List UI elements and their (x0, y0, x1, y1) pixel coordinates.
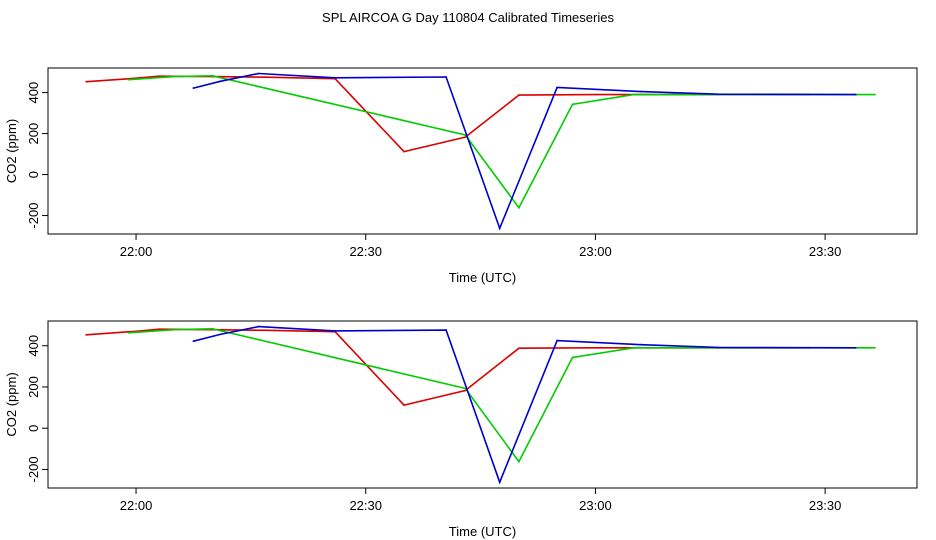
plot1-series-red-point (517, 94, 520, 96)
plot1-series-blue-point (640, 90, 643, 93)
plot2-x-tick-label: 23:30 (809, 498, 842, 513)
plot1-series-green-point (127, 78, 130, 81)
plot2-series-green-line (128, 327, 875, 464)
plot2-series-green-point (173, 328, 176, 331)
plot1-series-green-point (873, 93, 876, 96)
plot2-series-blue-point (640, 343, 643, 346)
plot2-series-blue-point (219, 333, 222, 336)
plot1-series-green-point (173, 75, 176, 78)
plot1-series-blue-point (192, 87, 195, 89)
plot1-series-red-point (594, 93, 597, 96)
plot2-series-blue-point (334, 329, 337, 332)
plot2-frame (47, 320, 918, 489)
plot2-x-tick-label: 23:00 (579, 498, 612, 513)
plot2-series-green-point (127, 331, 130, 334)
plot1-series-red-point (403, 150, 405, 153)
plot2-series-blue-point (498, 481, 501, 484)
plot1-x-tick-label: 23:00 (579, 244, 612, 259)
plot2-series-red-point (517, 347, 520, 350)
plot2-y-axis-label: CO2 (ppm) (4, 372, 19, 436)
plot1-x-tick-label: 22:30 (349, 244, 382, 259)
plot1-series-blue-point (219, 80, 222, 83)
plot2-y-tick-label: -200 (26, 456, 41, 482)
plot2-series-blue-point (445, 329, 448, 331)
chart-title: SPL AIRCOA G Day 110804 Calibrated Times… (322, 10, 614, 25)
plot1-frame (47, 67, 918, 235)
plot1-series-red-line (86, 75, 810, 153)
plot1-series-blue-point (717, 93, 719, 96)
plot1-x-tick-label: 23:30 (809, 244, 842, 259)
plot2-y-tick-label: 0 (26, 425, 41, 432)
plot1-y-tick-label: 200 (26, 123, 41, 145)
plot2-series-red-point (594, 346, 597, 349)
plot2-series-blue-point (556, 339, 559, 342)
plot2-series-green-point (517, 460, 520, 463)
plot1-series-blue-point (334, 76, 337, 79)
plot1-series-green-line (128, 74, 875, 210)
plot1-series-green-point (571, 103, 574, 106)
plot1-y-tick-label: 0 (26, 171, 41, 178)
plot2-series-blue-point (717, 346, 719, 349)
plot2-y-tick-label: 400 (26, 335, 41, 357)
plot1-series-blue-point (854, 93, 857, 96)
plot1-y-axis-label: CO2 (ppm) (4, 119, 19, 183)
plot2-series-green-point (632, 346, 635, 349)
plot2-series-red-point (403, 404, 405, 407)
plot1-series-red-point (265, 76, 268, 79)
plot2-y-tick-label: 200 (26, 376, 41, 398)
plot1-x-axis-label: Time (UTC) (449, 270, 516, 285)
plot2-series-red-line (86, 328, 810, 406)
plot1-series-blue-point (498, 227, 501, 230)
plot1-series-blue-point (257, 72, 260, 75)
plot1-y-tick-label: 400 (26, 82, 41, 104)
plot2-series-green-point (571, 356, 574, 359)
plot2-series-blue-point (257, 325, 260, 328)
plot2-series-blue-point (192, 340, 195, 343)
plot2-series-green-point (211, 327, 214, 330)
plot1-x-tick-label: 22:00 (120, 244, 153, 259)
plot1-series-red-point (158, 75, 160, 78)
plot1-series-blue-point (556, 86, 559, 89)
plot1-series-red-point (85, 80, 88, 83)
plot2-series-red-point (158, 328, 160, 331)
plot1-series-green-point (211, 74, 214, 77)
plot1-series-blue-point (445, 76, 448, 78)
plot2-x-tick-label: 22:00 (120, 498, 153, 513)
plot2-series-blue-line (193, 325, 856, 485)
plot1-series-green-point (517, 206, 520, 209)
plot2-series-red-point (265, 329, 268, 332)
plot1-y-tick-label: -200 (26, 203, 41, 229)
plot2-series-red-point (85, 333, 88, 336)
plot2-x-tick-label: 22:30 (349, 498, 382, 513)
plot1-series-green-point (632, 93, 635, 96)
plot2-series-green-point (873, 346, 876, 349)
plot2-x-axis-label: Time (UTC) (449, 524, 516, 539)
plot2-series-blue-point (854, 346, 857, 349)
plot1-series-blue-line (193, 72, 856, 231)
